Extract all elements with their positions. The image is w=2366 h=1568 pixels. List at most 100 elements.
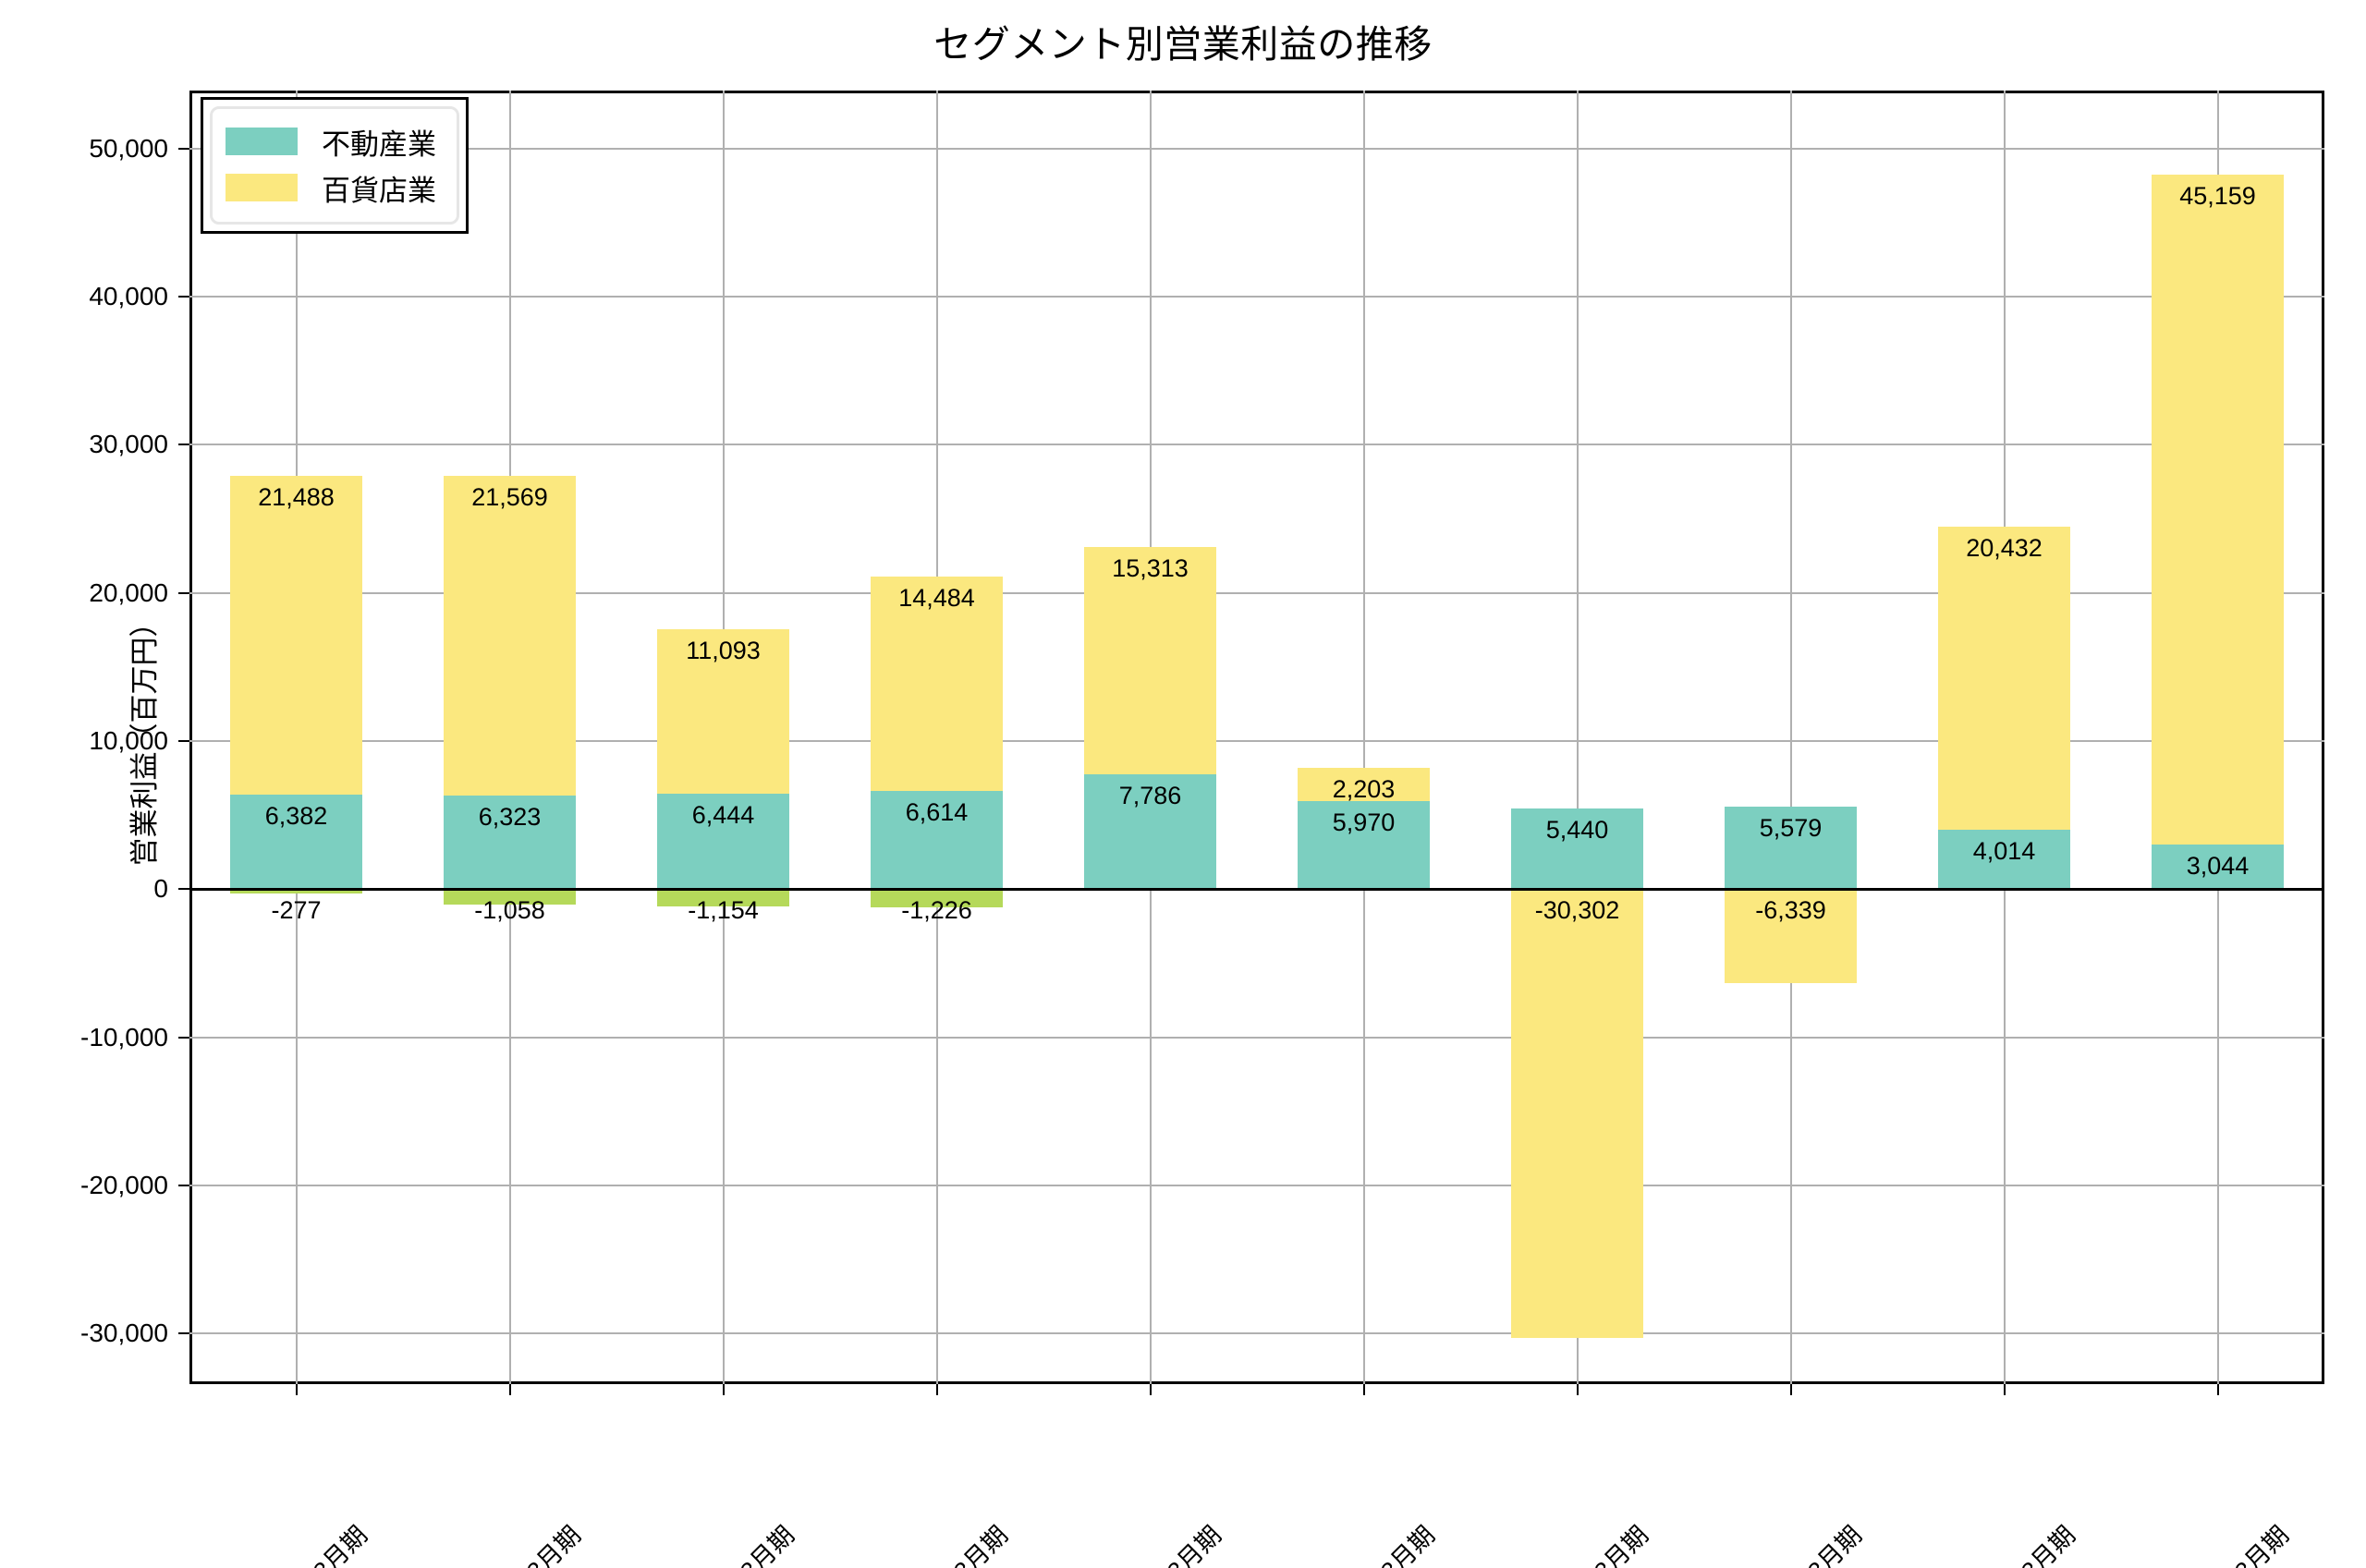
- x-axis-tick-label: 2017年03月期: [664, 1516, 801, 1568]
- bar-value-label: 6,323: [478, 802, 542, 831]
- chart-legend: 不動産業 百貨店業: [201, 97, 469, 234]
- axis-spine-left: [189, 91, 192, 1384]
- x-axis-tick-mark: [1149, 1384, 1152, 1395]
- x-axis-tick-label: 2019年03月期: [1091, 1516, 1228, 1568]
- bar-1-1: [443, 476, 577, 796]
- axis-spine-bottom: [189, 1381, 2324, 1384]
- gridline-horizontal: [189, 1185, 2324, 1187]
- bar-0-0: [229, 795, 363, 890]
- legend-item-label: 不動産業: [322, 128, 436, 161]
- x-axis-tick-mark: [1362, 1384, 1365, 1395]
- x-axis-tick-mark: [508, 1384, 511, 1395]
- y-axis-tick-label: -10,000: [80, 1022, 168, 1051]
- y-axis-tick-label: 10,000: [89, 726, 168, 755]
- x-axis-tick-label: 2016年03月期: [450, 1516, 588, 1568]
- gridline-vertical: [1362, 91, 1365, 1384]
- bar-2-3: [870, 889, 1004, 908]
- bar-1-6: [1510, 889, 1644, 1339]
- x-axis-tick-mark: [2216, 1384, 2219, 1395]
- x-axis-tick-label: 2020年03月期: [1304, 1516, 1442, 1568]
- bar-1-4: [1083, 546, 1217, 774]
- bar-0-6: [1510, 808, 1644, 890]
- bar-0-1: [443, 795, 577, 890]
- y-axis-tick-mark: [178, 1332, 189, 1335]
- y-axis-title-wrap: 営業利益（百万円）: [0, 91, 161, 1384]
- bar-1-8: [1937, 527, 2071, 830]
- bar-value-label: -277: [271, 896, 322, 925]
- bar-value-label: 5,440: [1545, 816, 1609, 845]
- y-axis-tick-mark: [178, 888, 189, 891]
- bar-2-2: [656, 889, 790, 906]
- bar-value-label: 5,579: [1759, 813, 1823, 842]
- legend-item-0[interactable]: 不動産業: [226, 118, 436, 164]
- x-axis-tick-mark: [935, 1384, 938, 1395]
- bar-1-2: [656, 629, 790, 795]
- bar-value-label: 14,484: [898, 584, 975, 613]
- bar-value-label: 5,970: [1332, 808, 1396, 836]
- x-axis-tick-label: 2018年03月期: [877, 1516, 1015, 1568]
- x-axis-tick-label: 2024年03月期: [2158, 1516, 2296, 1568]
- y-axis-tick-mark: [178, 591, 189, 594]
- x-axis-tick-mark: [722, 1384, 725, 1395]
- axis-spine-right: [2322, 91, 2324, 1384]
- x-axis-tick-label: 2015年03月期: [237, 1516, 374, 1568]
- bar-value-label: -30,302: [1534, 896, 1620, 925]
- bar-0-5: [1297, 800, 1431, 890]
- legend-item-label: 百貨店業: [322, 174, 436, 207]
- bar-value-label: -1,226: [901, 896, 972, 925]
- legend-inner: 不動産業 百貨店業: [210, 106, 459, 225]
- bar-value-label: 20,432: [1966, 534, 2043, 563]
- gridline-vertical: [1789, 91, 1792, 1384]
- legend-item-1[interactable]: 百貨店業: [226, 164, 436, 211]
- y-axis-tick-label: 30,000: [89, 430, 168, 459]
- bar-value-label: -6,339: [1755, 896, 1826, 925]
- gridline-horizontal: [189, 591, 2324, 594]
- y-axis-tick-mark: [178, 1036, 189, 1039]
- bar-2-1: [443, 889, 577, 906]
- bar-value-label: 15,313: [1112, 553, 1189, 582]
- y-axis-tick-label: -30,000: [80, 1319, 168, 1348]
- bar-value-label: 7,786: [1118, 781, 1182, 809]
- bar-0-2: [656, 794, 790, 890]
- x-axis-tick-mark: [295, 1384, 298, 1395]
- legend-swatch-icon: [226, 128, 298, 155]
- bar-value-label: 21,569: [471, 483, 548, 512]
- y-axis-tick-label: 50,000: [89, 133, 168, 163]
- axis-spine-top: [189, 91, 2324, 93]
- bar-0-3: [870, 791, 1004, 890]
- x-axis-tick-mark: [1576, 1384, 1579, 1395]
- bar-value-label: 6,444: [691, 801, 755, 830]
- y-axis-tick-mark: [178, 444, 189, 446]
- bar-value-label: 3,044: [2186, 851, 2250, 880]
- y-axis-tick-label: 20,000: [89, 577, 168, 607]
- y-axis-tick-label: 40,000: [89, 281, 168, 310]
- gridline-horizontal: [189, 295, 2324, 298]
- bar-1-9: [2151, 175, 2285, 845]
- gridline-vertical: [1576, 91, 1579, 1384]
- x-axis-tick-label: 2023年03月期: [1945, 1516, 2082, 1568]
- bar-0-9: [2151, 844, 2285, 890]
- bar-value-label: 6,382: [264, 802, 328, 831]
- bar-value-label: 45,159: [2179, 182, 2256, 211]
- y-axis-tick-mark: [178, 1185, 189, 1187]
- y-axis-tick-label: 0: [153, 874, 168, 904]
- gridline-horizontal: [189, 147, 2324, 150]
- gridline-horizontal: [189, 740, 2324, 742]
- y-axis-tick-mark: [178, 740, 189, 742]
- bar-value-label: 11,093: [686, 637, 761, 665]
- x-axis-tick-label: 2022年03月期: [1731, 1516, 1869, 1568]
- x-axis-tick-mark: [2003, 1384, 2006, 1395]
- legend-swatch-icon: [226, 174, 298, 201]
- bar-2-0: [229, 889, 363, 893]
- bar-1-5: [1297, 768, 1431, 801]
- zero-line: [189, 888, 2324, 892]
- chart-title: セグメント別営業利益の推移: [933, 23, 1433, 66]
- bar-1-7: [1724, 889, 1858, 984]
- x-axis-tick-mark: [1789, 1384, 1792, 1395]
- bar-value-label: 6,614: [905, 798, 969, 827]
- bar-value-label: 21,488: [258, 483, 335, 512]
- gridline-horizontal: [189, 444, 2324, 446]
- bar-1-0: [229, 476, 363, 796]
- plot-area: 6,382 21,488 -277 6,323 21,569 -1,058 6,444 11,…: [189, 91, 2324, 1384]
